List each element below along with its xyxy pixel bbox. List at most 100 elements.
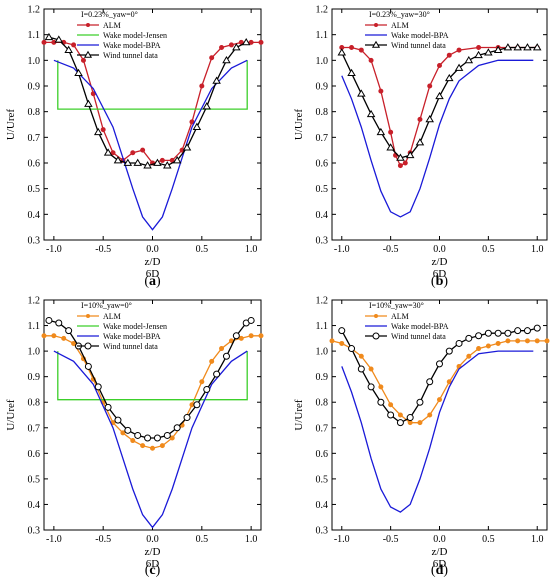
data-point xyxy=(192,122,202,130)
y-tick-label: 0.3 xyxy=(316,526,329,537)
y-tick-label: 0.4 xyxy=(316,210,329,221)
data-point xyxy=(349,45,355,50)
data-point xyxy=(163,161,172,169)
series-wake-model-bpa xyxy=(53,350,248,529)
x-tick-label: 0.0 xyxy=(433,244,446,255)
data-point xyxy=(347,68,356,77)
data-point xyxy=(173,424,181,432)
data-point xyxy=(493,45,503,53)
data-point xyxy=(120,430,126,436)
data-point xyxy=(437,397,442,403)
panel-label-letter: a xyxy=(149,274,156,289)
data-point xyxy=(183,414,191,422)
data-point xyxy=(465,334,473,342)
legend-item: ALM xyxy=(365,21,409,30)
data-point xyxy=(51,333,57,339)
series-wake-model-bpa xyxy=(341,59,534,218)
panel-label-letter: c xyxy=(149,563,155,577)
data-point xyxy=(406,414,414,422)
data-point xyxy=(209,55,215,61)
data-point xyxy=(427,83,433,89)
series-line xyxy=(48,319,252,439)
y-tick-label: 0.6 xyxy=(28,449,41,460)
data-point xyxy=(55,319,63,327)
legend-item: Wake model-BPA xyxy=(365,31,449,40)
series-line xyxy=(57,60,248,110)
data-point xyxy=(199,83,205,89)
y-tick-label: 0.7 xyxy=(316,133,329,144)
panel-label-open: ( xyxy=(431,563,436,577)
legend-label: Wake model-BPA xyxy=(103,332,161,341)
panel-label-open: ( xyxy=(144,274,149,289)
data-point xyxy=(515,338,521,344)
legend-item: Wind tunnel data xyxy=(77,50,158,60)
data-point xyxy=(169,435,175,441)
series-line xyxy=(341,350,534,513)
data-point xyxy=(476,346,482,352)
data-point xyxy=(387,411,395,419)
data-point xyxy=(189,402,195,408)
legend-label: Wake model-BPA xyxy=(103,41,161,50)
data-point xyxy=(402,160,408,166)
chart-panel-c: 0.3 0.4 0.5 0.6 0.7 0.8 0.9 1.0 1.1 1.2 -1.0 -0.5 0.… xyxy=(5,296,264,577)
y-tick-label: 0.9 xyxy=(28,82,41,93)
data-point xyxy=(357,89,366,97)
data-point xyxy=(376,127,386,136)
data-point xyxy=(153,158,162,166)
data-point xyxy=(100,127,106,133)
data-point xyxy=(532,43,542,51)
series-line xyxy=(53,59,248,231)
legend-item: Wind tunnel data xyxy=(365,40,446,50)
data-point xyxy=(484,48,493,56)
data-point xyxy=(338,327,346,335)
data-point xyxy=(130,150,136,156)
data-point xyxy=(396,153,405,161)
data-point xyxy=(534,338,540,344)
x-axis-sublabel: 6D xyxy=(146,268,160,280)
data-point xyxy=(504,329,512,337)
y-tick-label: 0.8 xyxy=(316,398,329,409)
x-tick-label: -0.5 xyxy=(95,244,111,255)
legend-item: Wake model-BPA xyxy=(77,332,161,341)
data-point xyxy=(133,158,142,166)
panel-label-letter: b xyxy=(436,274,444,289)
condition-annotation: I=10%_yaw=0° xyxy=(81,301,132,310)
data-point xyxy=(84,362,92,370)
x-tick-label: 0.5 xyxy=(196,244,209,255)
data-point xyxy=(222,55,231,64)
data-point xyxy=(425,114,435,123)
x-tick-label: 0.5 xyxy=(482,534,495,545)
data-point xyxy=(193,401,201,409)
series-wake-model-bpa xyxy=(53,59,248,231)
data-point xyxy=(64,45,73,53)
legend-label: Wind tunnel data xyxy=(391,41,446,50)
legend-label: ALM xyxy=(391,21,409,30)
x-tick-label: -1.0 xyxy=(334,244,350,255)
data-point xyxy=(485,343,491,349)
data-point xyxy=(228,42,234,48)
y-tick-label: 1.0 xyxy=(28,56,41,67)
data-point xyxy=(153,434,161,442)
legend-label: Wake model-Jensen xyxy=(103,31,167,40)
series-line xyxy=(341,59,534,218)
data-point xyxy=(445,347,453,355)
data-point xyxy=(140,147,146,153)
data-point xyxy=(396,419,404,427)
series-wind-tunnel-data xyxy=(337,43,542,161)
legend-marker xyxy=(83,50,93,58)
data-point xyxy=(113,156,123,164)
legend-item: Wake model-Jensen xyxy=(77,322,167,331)
x-tick-label: 0.0 xyxy=(146,534,159,545)
legend-label: Wake model-BPA xyxy=(391,322,449,331)
y-tick-label: 0.4 xyxy=(28,210,41,221)
legend-label: Wind tunnel data xyxy=(103,342,158,351)
data-point xyxy=(110,150,116,156)
legend-label: Wake model-Jensen xyxy=(103,322,167,331)
panel-label-close: ) xyxy=(156,563,161,577)
x-tick-label: 0.5 xyxy=(482,244,495,255)
legend-label: Wind tunnel data xyxy=(391,332,446,341)
series-wind-tunnel-data xyxy=(45,316,255,442)
data-point xyxy=(144,434,152,442)
